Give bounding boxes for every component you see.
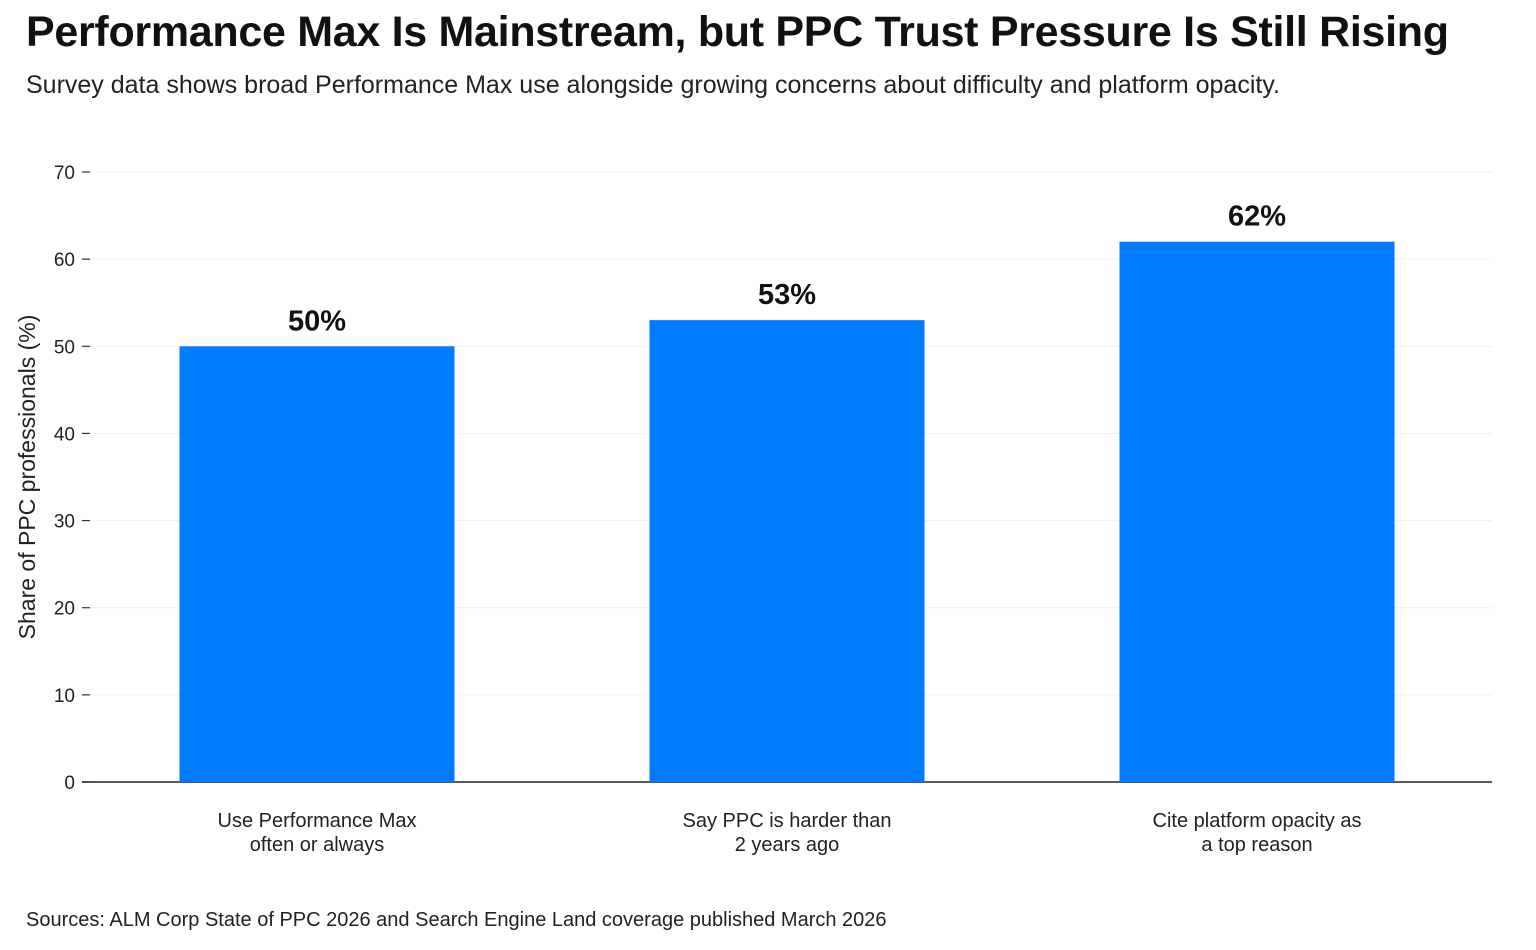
- x-tick-label: 2 years ago: [735, 834, 840, 856]
- data-label: 53%: [758, 279, 816, 311]
- x-tick-label: Say PPC is harder than: [683, 810, 892, 832]
- y-tick-label: 50: [54, 337, 75, 358]
- y-tick-label: 10: [54, 686, 75, 707]
- x-tick-label: Cite platform opacity as: [1153, 810, 1362, 832]
- y-tick-label: 0: [64, 773, 75, 794]
- y-tick-label: 60: [54, 250, 75, 271]
- chart-title: Performance Max Is Mainstream, but PPC T…: [26, 8, 1449, 56]
- data-label: 50%: [288, 305, 346, 337]
- chart-subtitle: Survey data shows broad Performance Max …: [26, 71, 1280, 99]
- y-tick-label: 30: [54, 512, 75, 533]
- x-tick-label: often or always: [250, 834, 385, 856]
- bar: [649, 320, 925, 782]
- x-tick-label: Use Performance Max: [218, 810, 417, 832]
- y-tick-label: 40: [54, 424, 75, 445]
- y-tick-label: 70: [54, 163, 75, 184]
- y-tick-label: 20: [54, 599, 75, 620]
- y-axis-label: Share of PPC professionals (%): [14, 315, 40, 640]
- x-tick-label: a top reason: [1201, 834, 1312, 856]
- bar: [1119, 241, 1395, 782]
- source-note: Sources: ALM Corp State of PPC 2026 and …: [26, 909, 887, 931]
- bar: [179, 346, 455, 782]
- data-label: 62%: [1228, 201, 1286, 233]
